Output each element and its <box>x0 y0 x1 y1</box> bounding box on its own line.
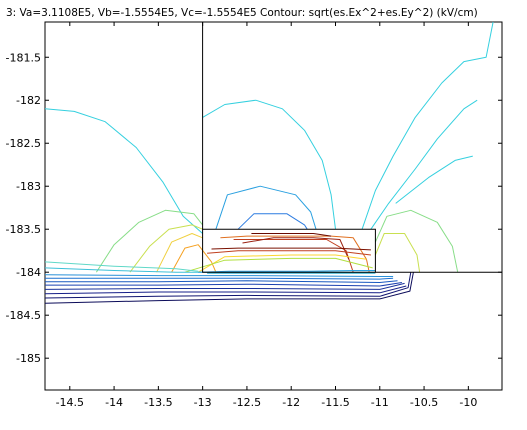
contour-line-18 <box>184 257 373 273</box>
y-tick-label: -184.5 <box>6 309 41 322</box>
y-tick-label: -182 <box>16 94 41 107</box>
y-tick-label: -183.5 <box>6 223 41 236</box>
contour-line-17 <box>197 254 367 273</box>
contour-line-14 <box>233 239 354 273</box>
contour-line-25 <box>45 280 398 283</box>
chart-title: 3: Va=3.1108E5, Vb=-1.5554E5, Vc=-1.5554… <box>6 7 478 19</box>
contour-line-6 <box>237 213 308 230</box>
contour-line-7 <box>95 209 203 273</box>
x-tick-label: -10.5 <box>410 396 438 409</box>
contour-line-31 <box>198 270 376 273</box>
x-tick-label: -14.5 <box>56 396 84 409</box>
contour-line-26 <box>45 282 402 287</box>
x-tick-label: -11 <box>371 396 389 409</box>
contour-line-16 <box>251 233 332 237</box>
x-tick-label: -14 <box>105 396 123 409</box>
contour-line-15 <box>242 237 350 260</box>
contour-line-30 <box>44 272 414 304</box>
geometry-boundaries <box>202 22 502 273</box>
contour-line-2 <box>361 21 494 230</box>
plot-area <box>44 21 503 391</box>
x-tick-label: -11.5 <box>321 396 349 409</box>
contour-line-11 <box>156 233 203 273</box>
contour-line-9 <box>374 209 459 273</box>
contour-line-8 <box>129 224 203 273</box>
contour-line-12 <box>171 244 217 273</box>
x-axis: -14.5 -14 -13.5 -13 -12.5 -12 -11.5 -11 -10.5 -10 <box>56 22 477 409</box>
y-tick-label: -181.5 <box>6 51 41 64</box>
y-axis: -181.5 -182 -182.5 -183 -183.5 -184 -184.5 -185 <box>6 51 502 365</box>
contour-line-21 <box>44 261 199 272</box>
contour-line-1 <box>202 99 336 230</box>
contour-line-23 <box>44 274 394 277</box>
x-tick-label: -13 <box>194 396 212 409</box>
contour-line-4 <box>395 155 473 204</box>
contour-line-27 <box>44 282 405 290</box>
x-tick-label: -12 <box>282 396 300 409</box>
y-tick-label: -183 <box>16 180 41 193</box>
contour-line-3 <box>370 99 478 230</box>
x-tick-label: -10 <box>459 396 477 409</box>
contour-line-5 <box>215 185 317 230</box>
y-tick-label: -182.5 <box>6 137 41 150</box>
contour-line-0 <box>44 108 203 234</box>
contour-line-24 <box>45 277 394 280</box>
contour-line-10 <box>374 233 421 273</box>
y-tick-label: -185 <box>16 352 41 365</box>
contour-line-29 <box>44 272 412 299</box>
x-tick-label: -13.5 <box>144 396 172 409</box>
contour-line-19 <box>207 250 371 256</box>
y-tick-label: -184 <box>16 266 41 279</box>
contour-line-28 <box>44 285 407 295</box>
x-tick-label: -12.5 <box>233 396 261 409</box>
contour-line-20 <box>211 247 371 251</box>
